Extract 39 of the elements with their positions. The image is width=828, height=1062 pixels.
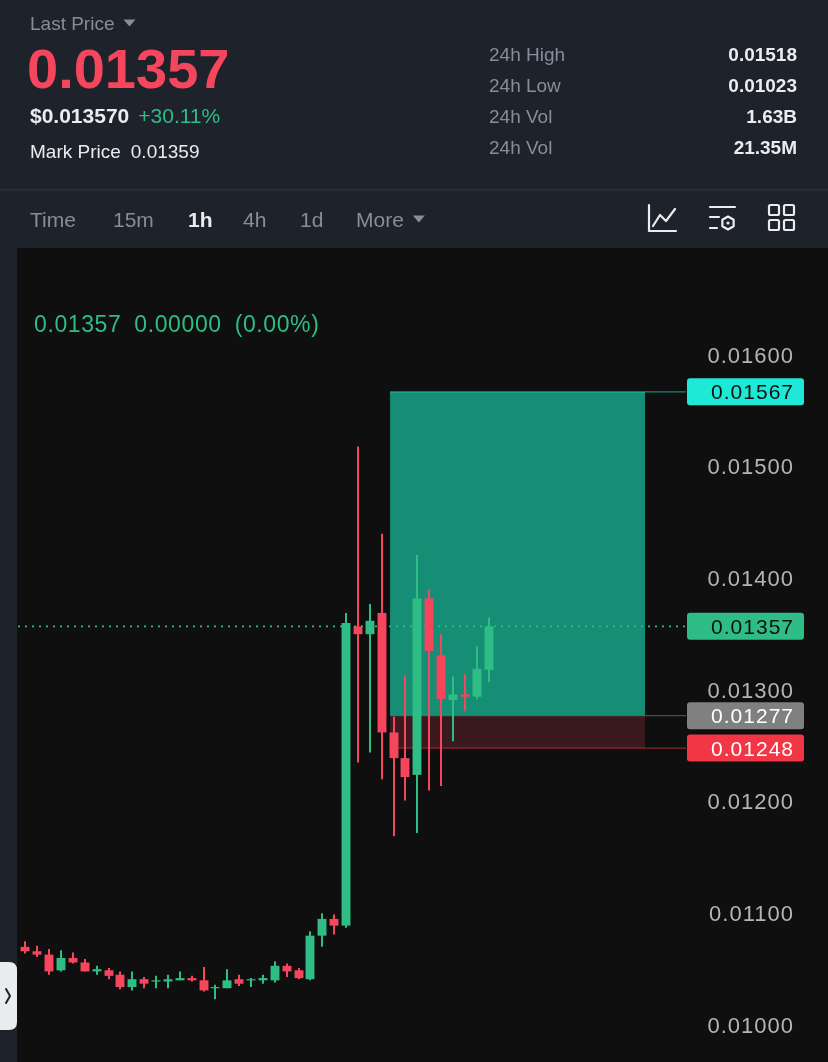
text: More: [356, 207, 404, 231]
text: 0.01357 0.00000 (0.00%): [34, 311, 320, 337]
text: 15m: [113, 207, 154, 231]
text: 1h: [188, 207, 213, 231]
candlestick: [329, 913, 339, 936]
text: 1.63B: [746, 105, 797, 127]
y-tick-label: 0.01000: [707, 1012, 794, 1038]
text: 24h Low: [489, 74, 562, 96]
y-tick-label: 0.01400: [707, 565, 794, 591]
candlestick: [317, 912, 327, 948]
y-tick-label: 0.01200: [707, 789, 794, 815]
y-tick-label: 0.01100: [709, 900, 794, 926]
text: 21.35M: [733, 136, 797, 158]
text: 0.01518: [728, 43, 797, 65]
y-tick-label: 0.01300: [707, 677, 794, 703]
y-tick-label: 0.01600: [707, 342, 794, 368]
candlestick: [353, 445, 363, 764]
text: 24h High: [489, 43, 566, 65]
text: 0.01359: [130, 140, 200, 162]
text: $0.013570: [30, 103, 130, 127]
text: +30.11%: [138, 103, 221, 127]
ref-line-label: 0.01277: [711, 704, 794, 728]
text: 1d: [300, 207, 324, 231]
candlestick: [448, 675, 458, 743]
text: 0.01023: [728, 74, 797, 96]
ref-line-label: 0.01567: [711, 380, 794, 404]
text: 24h Vol: [489, 105, 553, 127]
ref-line-label: 0.01248: [711, 736, 794, 760]
text: 0.01357: [27, 36, 230, 100]
ref-line-label: 0.01357: [711, 614, 794, 638]
text: Mark Price: [30, 140, 121, 162]
y-tick-label: 0.01500: [707, 454, 794, 480]
candlestick: [460, 673, 470, 713]
candlestick: [400, 674, 410, 802]
text: Time: [30, 207, 76, 231]
text: Last Price: [30, 12, 115, 34]
text: 4h: [243, 207, 267, 231]
candlestick: [127, 970, 137, 992]
text: 24h Vol: [489, 136, 553, 158]
